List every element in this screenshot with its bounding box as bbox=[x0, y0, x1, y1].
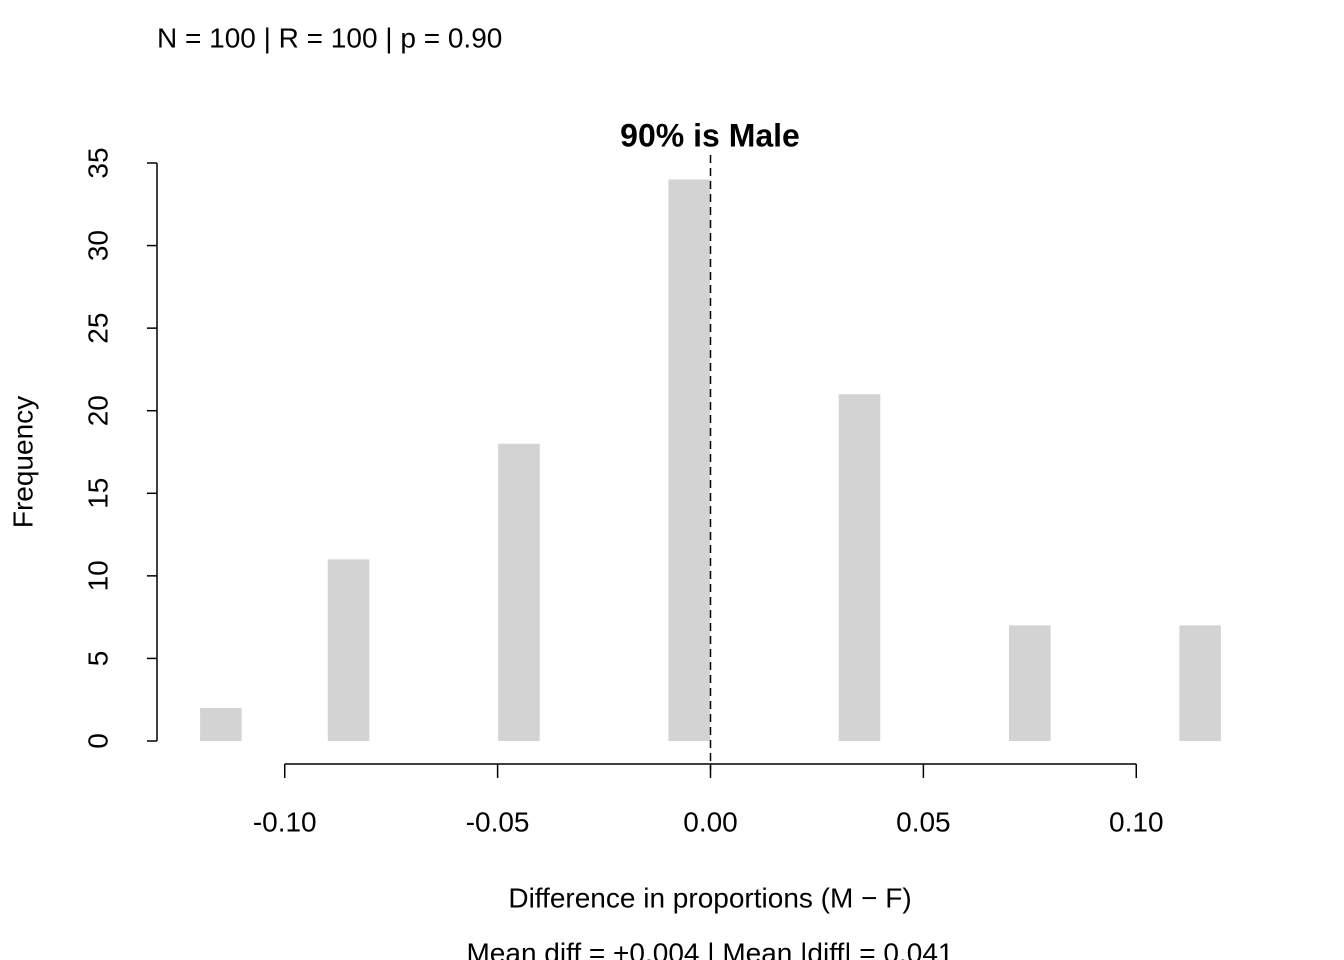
y-tick-label: 0 bbox=[82, 733, 113, 749]
bar bbox=[1009, 625, 1051, 741]
x-tick-label: 0.10 bbox=[1109, 806, 1164, 837]
bar bbox=[200, 707, 242, 741]
x-tick-label: 0.00 bbox=[683, 806, 738, 837]
x-axis-label: Difference in proportions (M − F) bbox=[508, 882, 911, 913]
x-tick-label: -0.05 bbox=[466, 806, 530, 837]
y-tick-label: 30 bbox=[82, 230, 113, 261]
bar bbox=[668, 179, 710, 741]
bar bbox=[498, 443, 540, 741]
y-tick-label: 35 bbox=[82, 147, 113, 178]
x-tick-label: 0.05 bbox=[896, 806, 951, 837]
y-tick-label: 5 bbox=[82, 651, 113, 667]
y-tick-label: 15 bbox=[82, 478, 113, 509]
x-tick-label: -0.10 bbox=[253, 806, 317, 837]
bar bbox=[1179, 625, 1221, 741]
subtitle: N = 100 | R = 100 | p = 0.90 bbox=[157, 22, 502, 53]
bar bbox=[327, 559, 370, 741]
y-tick-label: 10 bbox=[82, 560, 113, 591]
y-axis-label: Frequency bbox=[7, 396, 38, 528]
y-tick-label: 25 bbox=[82, 313, 113, 344]
bar bbox=[838, 394, 881, 741]
caption: Mean diff = +0.004 | Mean |diff| = 0.041 bbox=[466, 937, 953, 960]
annotation: 90% is Male bbox=[620, 117, 800, 153]
y-tick-label: 20 bbox=[82, 395, 113, 426]
